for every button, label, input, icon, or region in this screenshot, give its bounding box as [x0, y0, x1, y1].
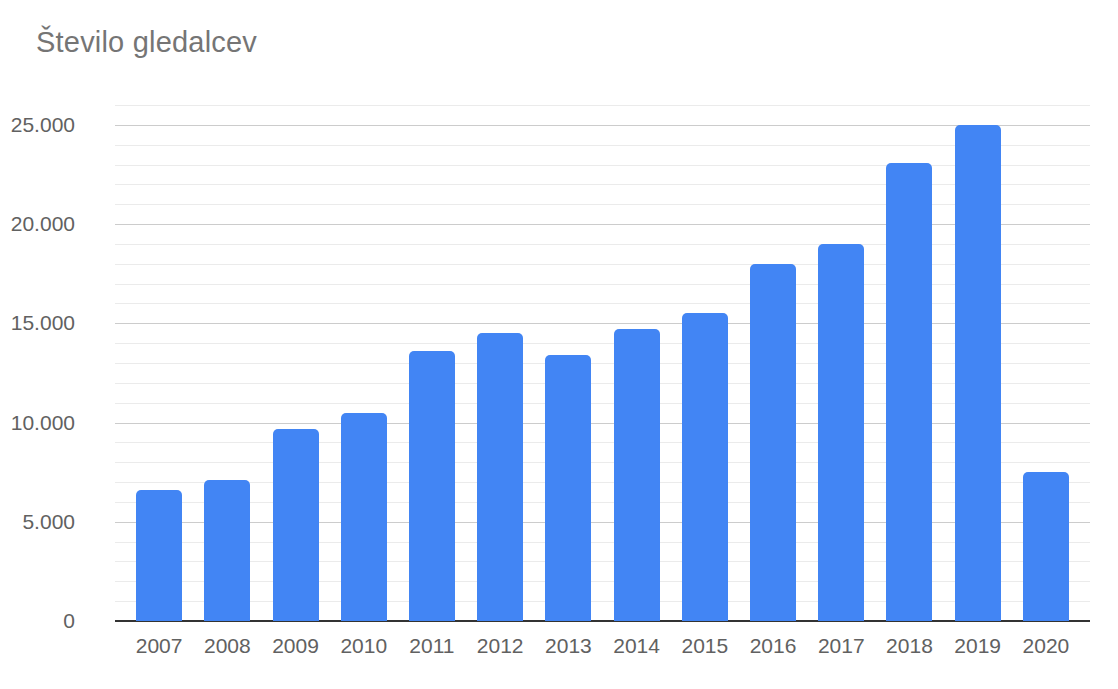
plot-area: 05.00010.00015.00020.00025.0002007200820…: [115, 105, 1090, 621]
bar-2008[interactable]: [204, 480, 250, 621]
bar-2015[interactable]: [682, 313, 728, 621]
bars-layer: 2007200820092010201120122013201420152016…: [125, 105, 1080, 621]
bar-2009[interactable]: [273, 429, 319, 622]
x-axis-tick-label-2013: 2013: [545, 634, 592, 658]
chart-title: Število gledalcev: [36, 26, 257, 59]
y-axis-tick-label: 25.000: [11, 113, 75, 137]
x-axis-tick-label-2016: 2016: [750, 634, 797, 658]
x-axis-tick-label-2010: 2010: [340, 634, 387, 658]
x-axis-tick-label-2009: 2009: [272, 634, 319, 658]
bar-2013[interactable]: [545, 355, 591, 621]
x-axis-tick-label-2007: 2007: [136, 634, 183, 658]
x-axis-tick-label-2017: 2017: [818, 634, 865, 658]
y-axis-tick-label: 5.000: [22, 510, 75, 534]
x-axis-tick-label-2018: 2018: [886, 634, 933, 658]
bar-2012[interactable]: [477, 333, 523, 621]
bar-2017[interactable]: [818, 244, 864, 621]
y-axis-tick-label: 15.000: [11, 311, 75, 335]
y-axis-tick-label: 0: [63, 609, 75, 633]
x-axis-tick-label-2014: 2014: [613, 634, 660, 658]
bar-2007[interactable]: [136, 490, 182, 621]
bar-2011[interactable]: [409, 351, 455, 621]
bar-2014[interactable]: [614, 329, 660, 621]
x-axis-tick-label-2015: 2015: [681, 634, 728, 658]
x-axis-tick-label-2019: 2019: [954, 634, 1001, 658]
x-axis-tick-label-2020: 2020: [1023, 634, 1070, 658]
bar-2018[interactable]: [886, 163, 932, 621]
bar-2010[interactable]: [341, 413, 387, 621]
y-axis-tick-label: 10.000: [11, 411, 75, 435]
bar-2019[interactable]: [955, 125, 1001, 621]
x-axis-tick-label-2012: 2012: [477, 634, 524, 658]
y-axis-tick-label: 20.000: [11, 212, 75, 236]
bar-2020[interactable]: [1023, 472, 1069, 621]
bar-chart: Število gledalcev 05.00010.00015.00020.0…: [0, 0, 1118, 689]
bar-2016[interactable]: [750, 264, 796, 621]
x-axis-tick-label-2011: 2011: [409, 634, 454, 658]
x-axis-tick-label-2008: 2008: [204, 634, 251, 658]
